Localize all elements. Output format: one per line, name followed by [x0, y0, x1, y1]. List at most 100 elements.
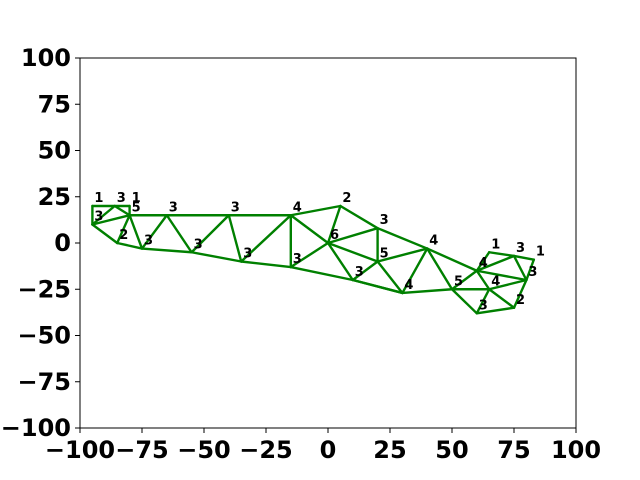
- edge-10-12: [239, 260, 292, 269]
- edge-21-22: [475, 251, 491, 272]
- edge-14-16: [326, 241, 354, 282]
- node-label-26: 3: [528, 265, 537, 280]
- edge-26-28: [512, 278, 528, 309]
- edge-18-21: [426, 247, 478, 272]
- edge-6-7: [140, 214, 169, 250]
- edge-23-26: [512, 254, 528, 282]
- edge-16-19: [351, 278, 404, 295]
- node-label-7: 3: [169, 200, 178, 215]
- edge-21-26: [475, 269, 528, 282]
- edge-3-4: [91, 214, 131, 226]
- edge-1-4: [113, 204, 131, 217]
- node-label-19: 4: [404, 278, 413, 293]
- edge-22-23: [488, 251, 516, 258]
- y-axis: 100 75 50 25 0 −25 −50 −75 −100: [1, 44, 80, 442]
- edge-20-21: [450, 269, 478, 291]
- edge-6-8: [140, 247, 193, 254]
- edge-19-20: [401, 288, 454, 295]
- node-label-16: 3: [355, 265, 364, 280]
- node-label-4: 5: [132, 200, 141, 215]
- x-tick-label: −75: [115, 436, 169, 464]
- y-tick-label: 0: [54, 229, 71, 257]
- edge-16-17: [351, 260, 379, 282]
- edge-17-19: [376, 260, 404, 295]
- x-tick-label: 75: [497, 436, 530, 464]
- node-label-8: 3: [194, 237, 203, 252]
- edge-25-28: [488, 288, 516, 309]
- y-tick-label: −25: [17, 275, 71, 303]
- edge-3-1: [91, 204, 116, 226]
- edge-11-13: [289, 204, 342, 217]
- node-label-20: 5: [454, 274, 463, 289]
- y-tick-label: 25: [38, 183, 71, 211]
- edges-layer: [91, 204, 536, 315]
- edge-14-17: [326, 241, 379, 263]
- node-label-28: 2: [516, 293, 525, 308]
- edge-3-5: [91, 223, 119, 245]
- node-label-3: 3: [94, 210, 103, 225]
- edge-4-5: [115, 214, 131, 245]
- edge-21-23: [475, 254, 516, 272]
- x-tick-label: 50: [435, 436, 468, 464]
- edge-20-27: [450, 288, 478, 315]
- node-label-1: 3: [117, 191, 126, 206]
- node-label-23: 3: [516, 241, 525, 256]
- edge-17-18: [376, 247, 429, 263]
- edge-27-28: [475, 306, 516, 315]
- node-label-5: 2: [119, 228, 128, 243]
- node-label-11: 4: [293, 200, 302, 215]
- node-label-2: 1: [132, 191, 141, 206]
- edge-23-24: [512, 254, 536, 261]
- edge-25-27: [475, 288, 491, 315]
- node-label-14: 6: [330, 228, 339, 243]
- edge-12-14: [289, 241, 330, 269]
- edge-9-10: [227, 214, 243, 263]
- x-tick-label: −50: [177, 436, 231, 464]
- edge-24-26: [525, 258, 536, 282]
- edge-18-19: [401, 247, 429, 295]
- edge-14-15: [326, 226, 379, 245]
- node-label-24: 1: [536, 245, 545, 260]
- edge-10-11: [239, 214, 292, 263]
- edge-15-18: [376, 226, 429, 250]
- y-tick-label: 50: [38, 137, 71, 165]
- node-label-13: 2: [342, 191, 351, 206]
- x-tick-label: 100: [551, 436, 601, 464]
- x-tick-label: −100: [45, 436, 115, 464]
- edge-13-15: [339, 204, 379, 230]
- x-tick-label: 25: [373, 436, 406, 464]
- y-tick-label: −50: [17, 322, 71, 350]
- edge-21-25: [475, 269, 491, 291]
- node-label-17: 5: [380, 247, 389, 262]
- y-tick-label: 100: [21, 44, 71, 72]
- edge-11-14: [289, 214, 330, 245]
- edge-4-6: [128, 214, 144, 250]
- node-label-10: 3: [243, 247, 252, 262]
- node-label-27: 3: [479, 298, 488, 313]
- node-label-22: 1: [491, 237, 500, 252]
- node-label-21: 4: [479, 256, 488, 271]
- edge-5-6: [115, 241, 144, 250]
- x-tick-label: 0: [320, 436, 337, 464]
- node-label-15: 3: [380, 213, 389, 228]
- edge-8-10: [190, 251, 243, 263]
- node-label-18: 4: [429, 234, 438, 249]
- node-label-9: 3: [231, 200, 240, 215]
- node-label-25: 4: [491, 274, 500, 289]
- edge-25-26: [488, 278, 528, 291]
- x-axis: −100 −75 −50 −25 0 25 50 75 100: [45, 428, 601, 464]
- y-tick-label: −100: [1, 414, 71, 442]
- edge-8-9: [190, 214, 231, 254]
- edge-12-16: [289, 265, 354, 282]
- x-tick-label: −25: [239, 436, 293, 464]
- edge-18-20: [426, 247, 454, 291]
- y-tick-label: 75: [38, 90, 71, 118]
- node-label-0: 1: [94, 191, 103, 206]
- y-tick-label: −75: [17, 368, 71, 396]
- node-label-12: 3: [293, 252, 302, 267]
- edge-13-14: [326, 204, 342, 245]
- node-label-6: 3: [144, 234, 153, 249]
- edge-7-8: [165, 214, 193, 254]
